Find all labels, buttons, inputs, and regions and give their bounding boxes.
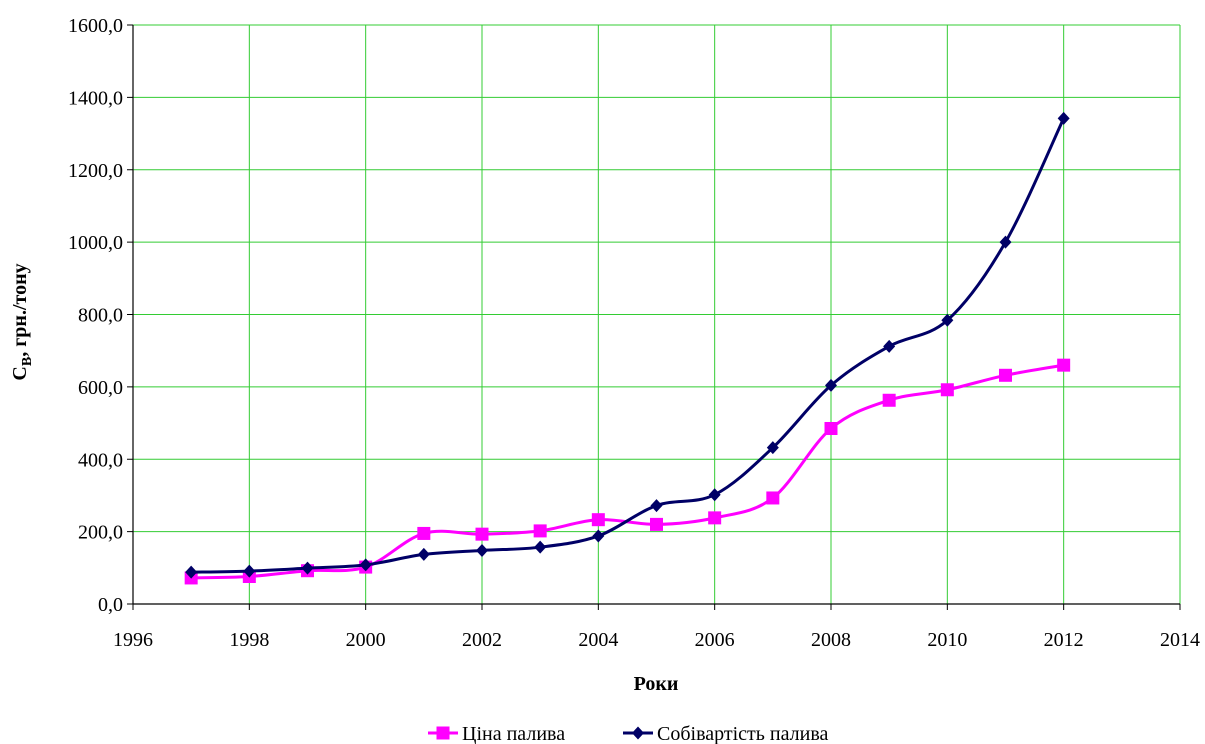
data-point bbox=[650, 499, 663, 513]
x-tick-label: 2014 bbox=[1160, 629, 1200, 651]
data-point bbox=[185, 565, 198, 579]
data-point bbox=[941, 313, 954, 327]
x-tick-label: 1998 bbox=[229, 629, 269, 651]
y-tick-label: 600,0 bbox=[78, 377, 123, 399]
y-tick-label: 1200,0 bbox=[68, 160, 123, 182]
data-point bbox=[825, 378, 837, 392]
data-point bbox=[882, 393, 896, 407]
x-tick-label: 1996 bbox=[113, 629, 153, 651]
data-point bbox=[708, 488, 721, 502]
y-tick-label: 1000,0 bbox=[68, 232, 123, 254]
legend-marker bbox=[632, 726, 644, 740]
data-point bbox=[708, 511, 722, 525]
y-tick-label: 800,0 bbox=[78, 305, 123, 327]
y-axis-title-subscript: В bbox=[20, 357, 35, 366]
data-point bbox=[359, 558, 372, 572]
x-tick-label: 2002 bbox=[462, 629, 502, 651]
y-tick-label: 200,0 bbox=[78, 522, 123, 544]
data-point bbox=[243, 564, 256, 578]
y-tick-label: 400,0 bbox=[78, 449, 123, 471]
x-tick-labels: 1996 1998 2000 2002 2004 2006 2008 2010 2012 2014 bbox=[113, 629, 1200, 651]
y-tick-label: 0,0 bbox=[98, 594, 123, 616]
data-point bbox=[592, 529, 605, 543]
data-point bbox=[940, 383, 954, 397]
y-tick-labels: 0,0 200,0 400,0 600,0 800,0 1000,0 1200,0 1400,… bbox=[68, 15, 123, 616]
series-group bbox=[184, 111, 1071, 585]
x-tick-label: 2000 bbox=[346, 629, 386, 651]
data-point bbox=[1057, 111, 1070, 125]
data-point bbox=[999, 368, 1012, 382]
legend-item-1: Ціна палива bbox=[428, 723, 565, 744]
data-point bbox=[766, 441, 779, 455]
data-point bbox=[417, 526, 431, 540]
data-point bbox=[533, 524, 547, 538]
data-point bbox=[534, 540, 547, 554]
y-axis-title: СВ, грн./тону bbox=[9, 263, 35, 380]
data-point bbox=[650, 517, 663, 531]
data-point bbox=[475, 527, 489, 541]
y-axis-title-main: С bbox=[9, 366, 31, 380]
x-tick-label: 2010 bbox=[927, 629, 967, 651]
series-line bbox=[191, 363, 1064, 580]
data-point bbox=[417, 547, 430, 561]
x-tick-label: 2006 bbox=[695, 629, 735, 651]
legend-item-2: Собівартість палива bbox=[623, 723, 829, 744]
y-tick-label: 1400,0 bbox=[68, 87, 123, 109]
data-point bbox=[766, 491, 780, 505]
x-tick-label: 2012 bbox=[1044, 629, 1084, 651]
data-point bbox=[301, 561, 314, 575]
series-2 bbox=[185, 111, 1070, 579]
data-point bbox=[476, 543, 488, 557]
data-point bbox=[883, 339, 896, 353]
legend-marker bbox=[436, 726, 450, 740]
legend-label: Собівартість палива bbox=[657, 723, 829, 744]
data-point bbox=[999, 235, 1012, 249]
data-point bbox=[1057, 358, 1071, 372]
x-tick-label: 2008 bbox=[811, 629, 851, 651]
x-axis-title: Роки bbox=[634, 673, 679, 695]
data-point bbox=[591, 513, 605, 527]
axes bbox=[127, 24, 1181, 610]
y-axis-title-units: , грн./тону bbox=[9, 263, 31, 356]
legend-label: Ціна палива bbox=[462, 723, 565, 744]
x-tick-label: 2004 bbox=[578, 629, 618, 651]
legend: Ціна палива Собівартість палива bbox=[428, 723, 829, 744]
data-point bbox=[824, 421, 838, 435]
y-tick-label: 1600,0 bbox=[68, 15, 123, 37]
